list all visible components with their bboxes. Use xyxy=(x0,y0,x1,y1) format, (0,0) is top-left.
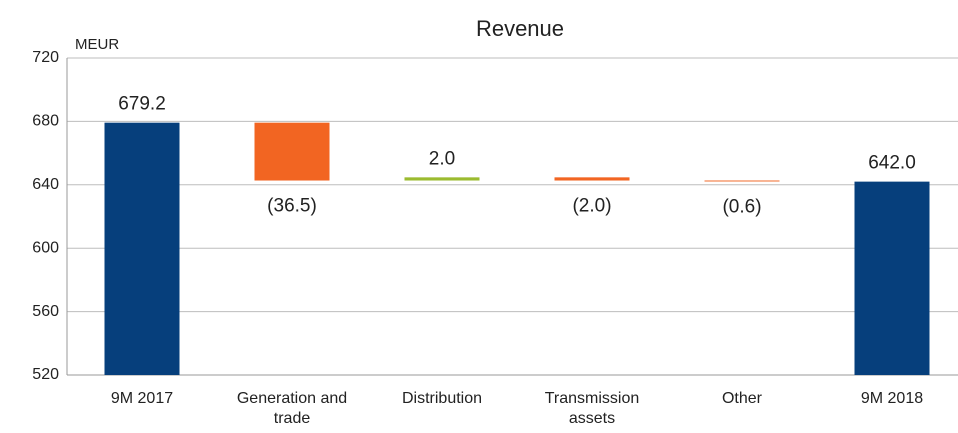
x-tick-label: 9M 2018 xyxy=(860,390,924,407)
x-tick-label: Generation and trade xyxy=(236,390,348,427)
y-tick-label: 640 xyxy=(32,176,59,193)
bar xyxy=(854,181,930,375)
bar xyxy=(704,180,780,182)
y-tick-label: 720 xyxy=(32,49,59,66)
bar xyxy=(254,122,330,181)
x-tick-label: Distribution xyxy=(401,390,483,407)
data-label: 642.0 xyxy=(868,153,916,174)
bar xyxy=(404,177,480,181)
data-label: 679.2 xyxy=(118,94,166,115)
data-label: (2.0) xyxy=(572,196,611,217)
y-tick-label: 520 xyxy=(32,366,59,383)
y-tick-label: 560 xyxy=(32,303,59,320)
data-label: (0.6) xyxy=(722,196,761,217)
x-tick-label: 9M 2017 xyxy=(110,390,174,407)
y-axis-label: MEUR xyxy=(75,36,119,53)
chart-title: Revenue xyxy=(476,16,564,41)
y-tick-label: 680 xyxy=(32,113,59,130)
y-tick-label: 600 xyxy=(32,239,59,256)
data-label: (36.5) xyxy=(267,196,317,217)
x-tick-label: Transmission assets xyxy=(544,390,640,427)
bar xyxy=(554,177,630,181)
x-tick-label: Other xyxy=(721,390,762,407)
bar xyxy=(104,122,180,375)
data-label: 2.0 xyxy=(429,148,455,169)
